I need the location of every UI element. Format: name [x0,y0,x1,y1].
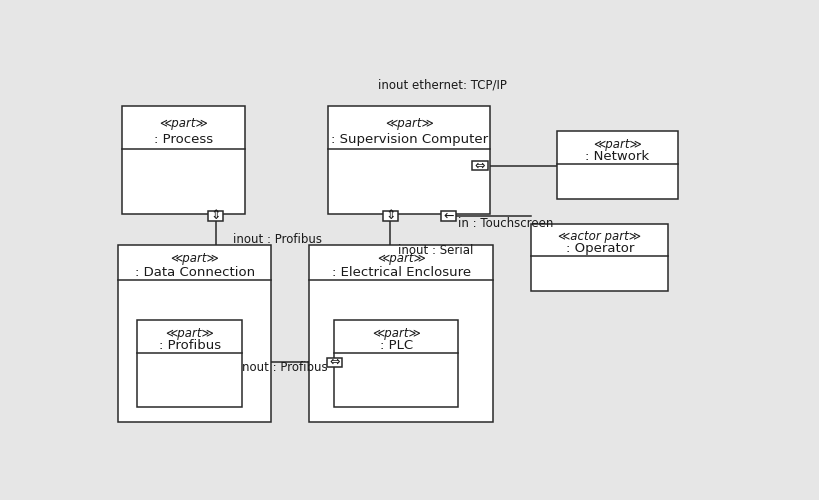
Bar [309,245,493,422]
Text: ←: ← [443,210,454,222]
Bar [556,131,676,198]
Text: ⇔: ⇔ [328,356,339,368]
Text: : Electrical Enclosure: : Electrical Enclosure [331,266,470,279]
Text: ≪part≫: ≪part≫ [372,326,420,340]
Bar [138,320,242,406]
Bar [328,106,490,214]
Text: ≪part≫: ≪part≫ [170,252,219,266]
Text: ≪part≫: ≪part≫ [159,117,208,130]
Text: ≪part≫: ≪part≫ [592,138,640,150]
Bar [208,212,223,220]
Text: inout : Profibus: inout : Profibus [233,232,321,245]
Text: inout : Serial: inout : Serial [397,244,473,257]
Text: in : Touchscreen: in : Touchscreen [458,217,553,230]
Text: : Process: : Process [154,134,213,146]
Bar [531,224,667,291]
Text: inout ethernet: TCP/IP: inout ethernet: TCP/IP [378,78,506,92]
Bar [382,212,397,220]
Text: ≪part≫: ≪part≫ [384,117,433,130]
Text: ⇕: ⇕ [385,210,395,222]
Text: : Data Connection: : Data Connection [134,266,255,279]
Text: ≪part≫: ≪part≫ [165,326,214,340]
Bar [327,358,342,367]
Bar [441,212,456,220]
Text: : Supervision Computer: : Supervision Computer [330,134,487,146]
Text: ≪part≫: ≪part≫ [377,252,425,266]
Text: : Operator: : Operator [565,242,633,256]
Text: : PLC: : PLC [379,339,413,352]
Text: nout : Profibus: nout : Profibus [242,360,328,374]
Text: : Network: : Network [585,150,649,163]
Bar [334,320,458,406]
Text: ≪actor part≫: ≪actor part≫ [558,230,640,243]
Text: ⇔: ⇔ [474,160,485,172]
Bar [472,162,487,170]
Text: ⇕: ⇕ [210,210,220,222]
Bar [118,245,270,422]
Text: : Profibus: : Profibus [159,339,220,352]
Bar [121,106,245,214]
